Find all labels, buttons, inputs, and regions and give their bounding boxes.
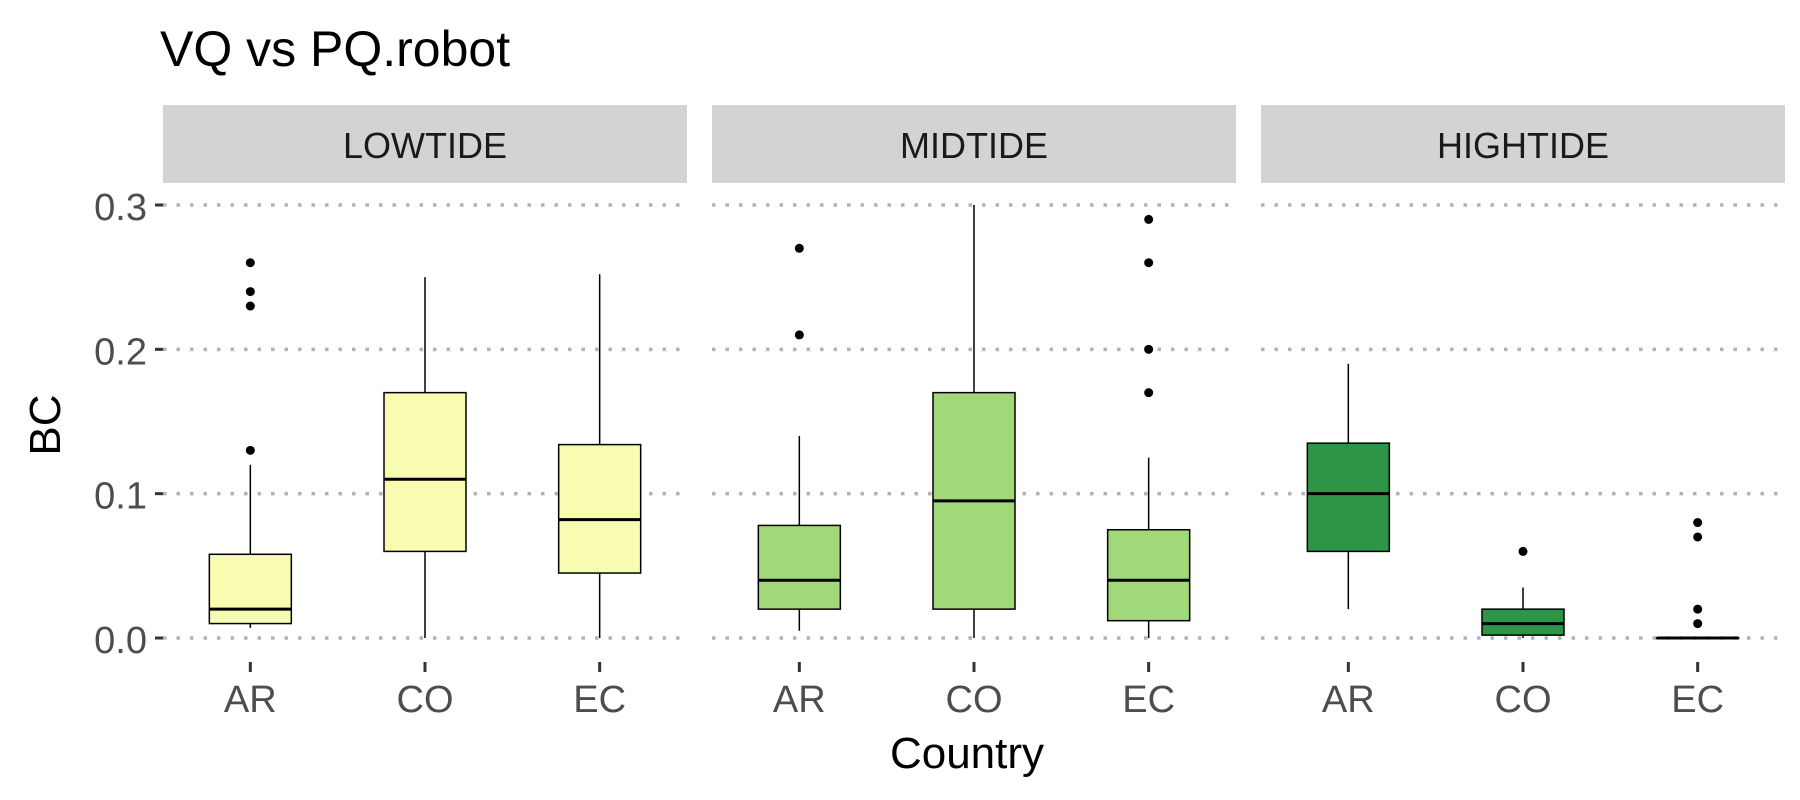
box-ar — [208, 258, 293, 628]
x-tick-label: CO — [1495, 679, 1552, 721]
outlier-point — [1693, 532, 1703, 542]
y-tick-label: 0.0 — [94, 620, 147, 662]
outlier-point — [1144, 388, 1154, 398]
facet-strip-label: HIGHTIDE — [1437, 125, 1609, 166]
facet-strip — [712, 105, 1236, 183]
box-body — [383, 391, 467, 553]
facet-panel-lowtide: LOWTIDE AR CO EC — [163, 105, 687, 721]
x-tick-label: EC — [1122, 679, 1175, 721]
y-tick-label: 0.3 — [94, 187, 147, 229]
outlier-point — [245, 445, 255, 455]
x-tick-label: CO — [946, 679, 1003, 721]
box-co — [1481, 546, 1565, 638]
outlier-point — [794, 330, 804, 340]
x-tick-label: CO — [397, 679, 454, 721]
box-body — [557, 443, 642, 574]
y-tick-label: 0.2 — [94, 331, 147, 373]
facet-strip — [1261, 105, 1785, 183]
x-tick-label: EC — [1671, 679, 1724, 721]
facet-strip-label: MIDTIDE — [900, 125, 1048, 166]
box-co — [383, 277, 467, 638]
box-ar — [757, 243, 842, 631]
box-body — [208, 553, 293, 625]
outlier-point — [1693, 518, 1703, 528]
outlier-point — [1144, 258, 1154, 268]
outlier-point — [245, 258, 255, 268]
box-ec — [1655, 518, 1740, 640]
x-tick-label: AR — [224, 679, 277, 721]
outlier-point — [794, 243, 804, 253]
x-tick-label: EC — [573, 679, 626, 721]
box-ec — [1106, 214, 1191, 638]
facet-strip — [163, 105, 687, 183]
facet-panel-hightide: HIGHTIDE AR CO EC — [1261, 105, 1785, 721]
outlier-point — [1144, 214, 1154, 224]
facet-strip-label: LOWTIDE — [343, 125, 507, 166]
outlier-point — [1518, 546, 1528, 556]
box-body — [1306, 442, 1391, 553]
box-ec — [557, 274, 642, 638]
y-tick-label: 0.1 — [94, 476, 147, 518]
x-tick-label: AR — [1322, 679, 1375, 721]
chart-title: VQ vs PQ.robot — [160, 21, 510, 77]
box-body — [757, 524, 842, 610]
outlier-point — [1693, 604, 1703, 614]
outlier-point — [1144, 344, 1154, 354]
box-body — [1106, 529, 1191, 622]
x-axis-label: Country — [890, 729, 1044, 778]
facet-panel-midtide: MIDTIDE AR CO EC — [712, 105, 1236, 721]
outlier-point — [1693, 619, 1703, 629]
box-ar — [1306, 363, 1391, 610]
outlier-point — [245, 301, 255, 311]
box-co — [932, 205, 1016, 638]
y-axis-label: BC — [21, 394, 70, 455]
x-tick-label: AR — [773, 679, 826, 721]
outlier-point — [245, 287, 255, 297]
